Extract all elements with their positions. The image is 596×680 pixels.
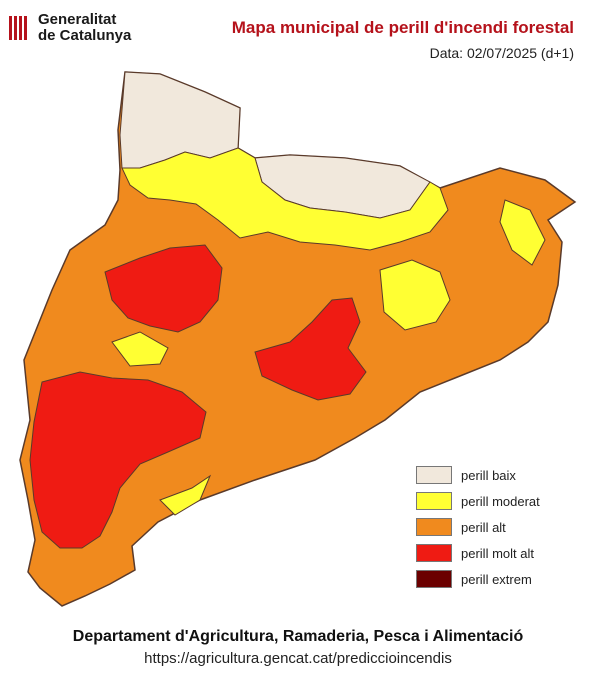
legend-label-baix: perill baix — [461, 467, 516, 483]
department-name: Departament d'Agricultura, Ramaderia, Pe… — [72, 628, 524, 645]
org-line2: de Catalunya — [38, 27, 132, 44]
generalitat-wordmark: Generalitat de Catalunya — [38, 12, 131, 44]
legend-swatch-extrem — [416, 570, 452, 588]
region-perill-moderat-northeast — [379, 259, 451, 331]
legend-label-molt-alt: perill molt alt — [461, 545, 534, 561]
legend-item-molt-alt: perill molt alt — [416, 540, 540, 566]
legend-swatch-molt-alt — [416, 544, 452, 562]
legend-item-alt: perill alt — [416, 514, 540, 540]
legend-label-alt: perill alt — [461, 519, 506, 535]
region-perill-moderat-coast-s — [159, 474, 212, 516]
catalonia-fire-risk-map — [19, 71, 577, 607]
legend-item-baix: perill baix — [416, 462, 540, 488]
senyera-emblem-icon — [8, 13, 30, 43]
map-regions — [19, 71, 577, 607]
region-perill-moderat-central — [111, 331, 169, 367]
generalitat-logo: Generalitat de Catalunya — [8, 12, 131, 44]
legend-label-moderat: perill moderat — [461, 493, 540, 509]
region-perill-moderat-north — [121, 147, 449, 251]
region-perill-molt-alt-southwest — [29, 371, 207, 549]
legend-swatch-moderat — [416, 492, 452, 510]
map-legend: perill baix perill moderat perill alt pe… — [416, 462, 540, 592]
source-url: https://agricultura.gencat.cat/prediccio… — [144, 650, 452, 667]
legend-item-extrem: perill extrem — [416, 566, 540, 592]
forecast-date: Data: 02/07/2025 (d+1) — [429, 45, 574, 61]
org-line1: Generalitat — [38, 11, 117, 28]
legend-label-extrem: perill extrem — [461, 571, 532, 587]
legend-item-moderat: perill moderat — [416, 488, 540, 514]
legend-swatch-alt — [416, 518, 452, 536]
legend-swatch-baix — [416, 466, 452, 484]
region-perill-molt-alt-west — [104, 244, 223, 333]
region-perill-moderat-coast-ne — [499, 199, 546, 266]
region-perill-molt-alt-central — [254, 297, 367, 401]
map-title: Mapa municipal de perill d'incendi fores… — [231, 18, 574, 37]
